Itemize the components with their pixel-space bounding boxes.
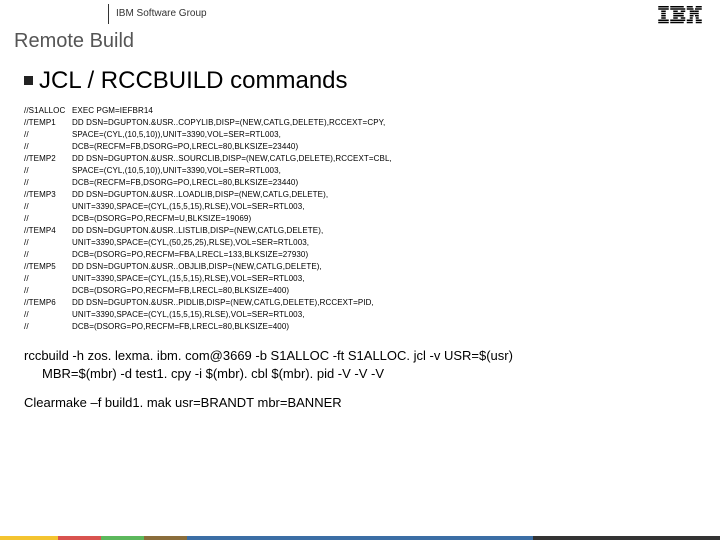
footer-stripe-segment [187, 536, 533, 540]
jcl-label: // [24, 165, 72, 177]
jcl-text: UNIT=3390,SPACE=(CYL,(15,5,15),RLSE),VOL… [72, 274, 305, 283]
clearmake-command-block: Clearmake –f build1. mak usr=BRANDT mbr=… [0, 386, 720, 420]
footer-stripe-segment [0, 536, 58, 540]
clearmake-line: Clearmake –f build1. mak usr=BRANDT mbr=… [24, 394, 696, 412]
jcl-label: // [24, 213, 72, 225]
footer-stripe-segment [58, 536, 101, 540]
jcl-line: //TEMP6DD DSN=DGUPTON.&USR..PIDLIB,DISP=… [24, 297, 696, 309]
jcl-line: //TEMP1DD DSN=DGUPTON.&USR..COPYLIB,DISP… [24, 117, 696, 129]
rccbuild-command-block: rccbuild -h zos. lexma. ibm. com@3669 -b… [0, 335, 720, 386]
footer-stripe [0, 536, 720, 540]
jcl-text: DD DSN=DGUPTON.&USR..COPYLIB,DISP=(NEW,C… [72, 118, 385, 127]
jcl-label: // [24, 201, 72, 213]
jcl-text: DCB=(DSORG=PO,RECFM=FBA,LRECL=133,BLKSIZ… [72, 250, 308, 259]
jcl-text: DCB=(DSORG=PO,RECFM=U,BLKSIZE=19069) [72, 214, 251, 223]
jcl-block: //S1ALLOCEXEC PGM=IEFBR14//TEMP1DD DSN=D… [0, 103, 720, 335]
jcl-line: //S1ALLOCEXEC PGM=IEFBR14 [24, 105, 696, 117]
rccbuild-line-2: MBR=$(mbr) -d test1. cpy -i $(mbr). cbl … [24, 365, 696, 383]
jcl-line: //UNIT=3390,SPACE=(CYL,(50,25,25),RLSE),… [24, 237, 696, 249]
heading-text: JCL / RCCBUILD commands [39, 67, 348, 94]
jcl-label: // [24, 309, 72, 321]
jcl-label: //TEMP4 [24, 225, 72, 237]
bullet-square-icon [24, 76, 33, 85]
jcl-label: // [24, 237, 72, 249]
jcl-label: // [24, 177, 72, 189]
jcl-line: //TEMP4DD DSN=DGUPTON.&USR..LISTLIB,DISP… [24, 225, 696, 237]
jcl-label: //S1ALLOC [24, 105, 72, 117]
jcl-text: DCB=(RECFM=FB,DSORG=PO,LRECL=80,BLKSIZE=… [72, 178, 298, 187]
jcl-line: //UNIT=3390,SPACE=(CYL,(15,5,15),RLSE),V… [24, 201, 696, 213]
jcl-text: DCB=(RECFM=FB,DSORG=PO,LRECL=80,BLKSIZE=… [72, 142, 298, 151]
jcl-text: DD DSN=DGUPTON.&USR..OBJLIB,DISP=(NEW,CA… [72, 262, 322, 271]
jcl-text: UNIT=3390,SPACE=(CYL,(50,25,25),RLSE),VO… [72, 238, 309, 247]
jcl-text: DCB=(DSORG=PO,RECFM=FB,LRECL=80,BLKSIZE=… [72, 322, 289, 331]
jcl-text: UNIT=3390,SPACE=(CYL,(15,5,15),RLSE),VOL… [72, 202, 305, 211]
jcl-text: UNIT=3390,SPACE=(CYL,(15,5,15),RLSE),VOL… [72, 310, 305, 319]
jcl-text: DD DSN=DGUPTON.&USR..LOADLIB,DISP=(NEW,C… [72, 190, 328, 199]
jcl-label: //TEMP2 [24, 153, 72, 165]
jcl-text: DD DSN=DGUPTON.&USR..SOURCLIB,DISP=(NEW,… [72, 154, 392, 163]
ibm-logo-icon [658, 6, 702, 29]
jcl-label: // [24, 321, 72, 333]
jcl-text: DCB=(DSORG=PO,RECFM=FB,LRECL=80,BLKSIZE=… [72, 286, 289, 295]
slide-title: Remote Build [0, 28, 720, 59]
header-group-label: IBM Software Group [116, 8, 207, 19]
jcl-line: //DCB=(RECFM=FB,DSORG=PO,LRECL=80,BLKSIZ… [24, 177, 696, 189]
jcl-text: SPACE=(CYL,(10,5,10)),UNIT=3390,VOL=SER=… [72, 130, 281, 139]
section-heading: JCL / RCCBUILD commands [0, 59, 720, 103]
rccbuild-line-1: rccbuild -h zos. lexma. ibm. com@3669 -b… [24, 347, 696, 365]
jcl-label: //TEMP3 [24, 189, 72, 201]
jcl-text: SPACE=(CYL,(10,5,10)),UNIT=3390,VOL=SER=… [72, 166, 281, 175]
jcl-line: //DCB=(DSORG=PO,RECFM=FBA,LRECL=133,BLKS… [24, 249, 696, 261]
footer-stripe-segment [101, 536, 144, 540]
jcl-label: // [24, 285, 72, 297]
jcl-line: //TEMP3DD DSN=DGUPTON.&USR..LOADLIB,DISP… [24, 189, 696, 201]
jcl-line: //SPACE=(CYL,(10,5,10)),UNIT=3390,VOL=SE… [24, 129, 696, 141]
header-divider [108, 4, 109, 24]
footer-stripe-segment [533, 536, 720, 540]
jcl-line: //TEMP5DD DSN=DGUPTON.&USR..OBJLIB,DISP=… [24, 261, 696, 273]
jcl-label: //TEMP1 [24, 117, 72, 129]
jcl-line: //DCB=(DSORG=PO,RECFM=FB,LRECL=80,BLKSIZ… [24, 321, 696, 333]
jcl-label: // [24, 141, 72, 153]
jcl-line: //UNIT=3390,SPACE=(CYL,(15,5,15),RLSE),V… [24, 309, 696, 321]
footer-stripe-segment [144, 536, 187, 540]
jcl-text: DD DSN=DGUPTON.&USR..LISTLIB,DISP=(NEW,C… [72, 226, 323, 235]
jcl-line: //TEMP2DD DSN=DGUPTON.&USR..SOURCLIB,DIS… [24, 153, 696, 165]
jcl-line: //DCB=(DSORG=PO,RECFM=FB,LRECL=80,BLKSIZ… [24, 285, 696, 297]
jcl-line: //SPACE=(CYL,(10,5,10)),UNIT=3390,VOL=SE… [24, 165, 696, 177]
jcl-line: //DCB=(RECFM=FB,DSORG=PO,LRECL=80,BLKSIZ… [24, 141, 696, 153]
header-bar: IBM Software Group [0, 0, 720, 28]
jcl-label: //TEMP5 [24, 261, 72, 273]
jcl-line: //UNIT=3390,SPACE=(CYL,(15,5,15),RLSE),V… [24, 273, 696, 285]
jcl-label: //TEMP6 [24, 297, 72, 309]
jcl-label: // [24, 129, 72, 141]
jcl-label: // [24, 273, 72, 285]
jcl-line: //DCB=(DSORG=PO,RECFM=U,BLKSIZE=19069) [24, 213, 696, 225]
jcl-text: EXEC PGM=IEFBR14 [72, 106, 153, 115]
jcl-label: // [24, 249, 72, 261]
jcl-text: DD DSN=DGUPTON.&USR..PIDLIB,DISP=(NEW,CA… [72, 298, 374, 307]
